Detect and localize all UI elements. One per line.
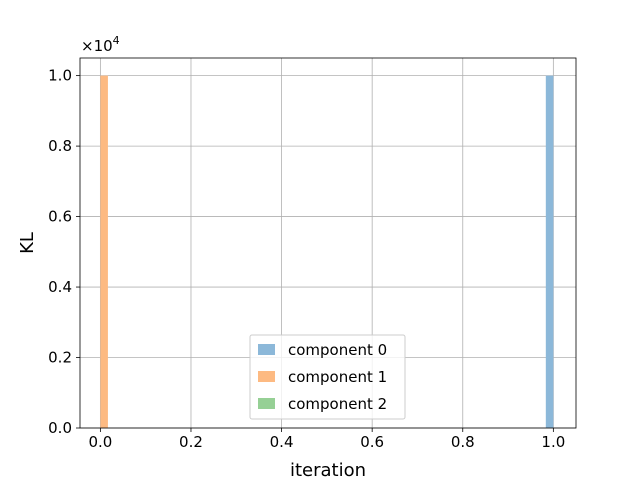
legend-swatch (258, 344, 275, 355)
y-offset-text: ×104 (81, 34, 120, 55)
y-tick-label: 0.2 (48, 349, 72, 367)
legend-label: component 0 (288, 341, 387, 359)
x-tick-label: 0.0 (88, 433, 112, 451)
x-tick-label: 0.2 (179, 433, 203, 451)
legend-swatch (258, 371, 275, 382)
plot-frame (79, 57, 577, 429)
y-tick-label: 0.4 (48, 278, 72, 296)
x-axis-ticks: 0.0 0.2 0.4 0.6 0.8 1.0 (88, 428, 565, 451)
y-tick-label: 0.8 (48, 137, 72, 155)
y-axis-label: KL (17, 232, 38, 254)
legend-frame (249, 334, 406, 420)
y-axis-ticks: 0.0 0.2 0.4 0.6 0.8 1.0 (48, 67, 80, 437)
bar (100, 75, 108, 428)
legend-label: component 2 (288, 395, 387, 413)
legend-swatch (258, 398, 275, 409)
legend-entries: component 0 component 1 component 2 (258, 341, 387, 413)
x-tick-label: 1.0 (541, 433, 565, 451)
bar (545, 75, 554, 428)
x-tick-label: 0.8 (451, 433, 475, 451)
legend: component 0 component 1 component 2 (249, 334, 406, 420)
x-tick-label: 0.4 (270, 433, 294, 451)
bars (100, 75, 554, 428)
x-tick-label: 0.6 (360, 433, 384, 451)
legend-label: component 1 (288, 368, 387, 386)
y-tick-label: 0.0 (48, 419, 72, 437)
x-axis-label: iteration (290, 460, 366, 480)
y-tick-label: 1.0 (48, 67, 72, 85)
y-tick-label: 0.6 (48, 208, 72, 226)
grid (80, 58, 576, 429)
